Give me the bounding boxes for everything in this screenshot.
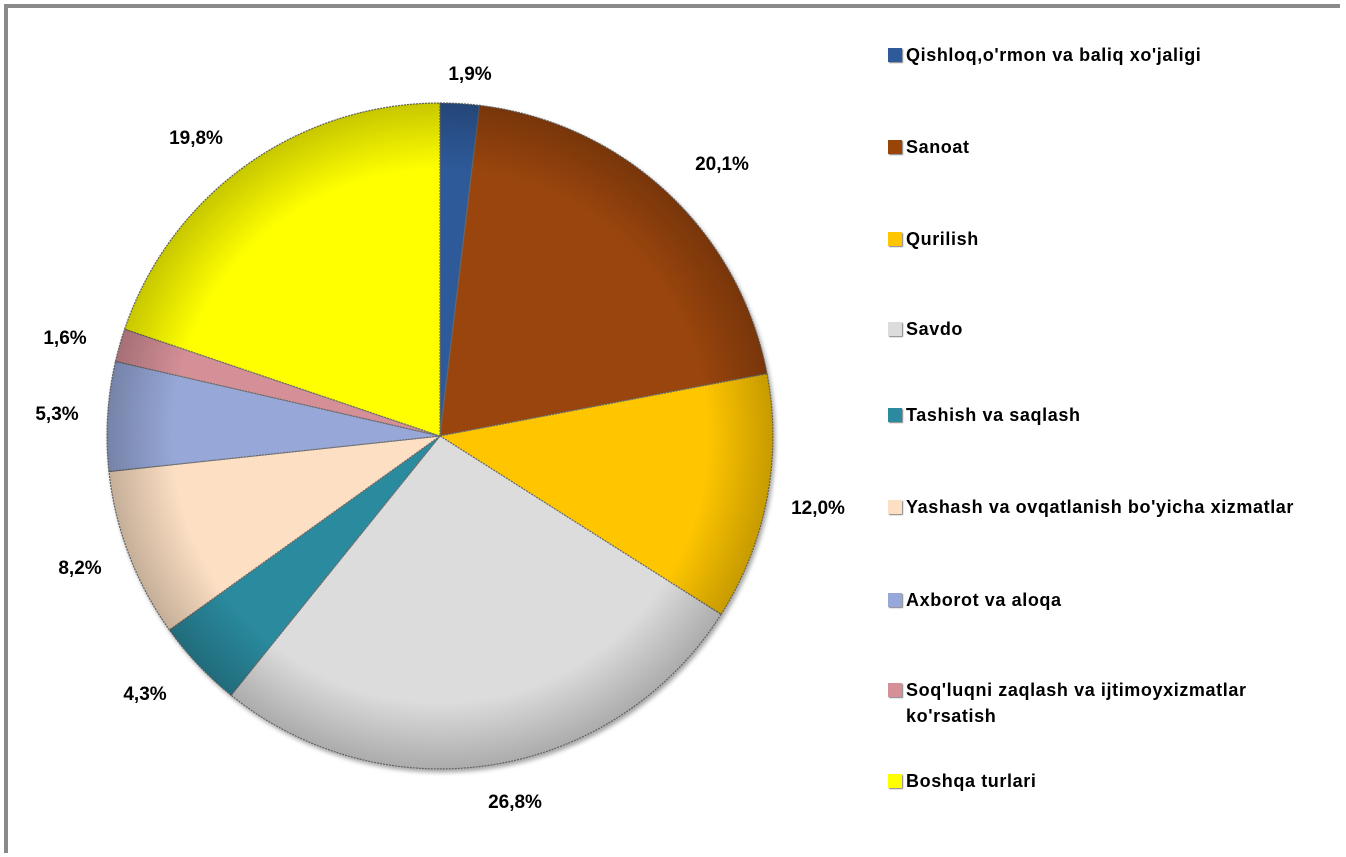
legend-label: Tashish va saqlash (906, 405, 1081, 425)
legend-label: Axborot va aloqa (906, 590, 1062, 610)
legend-item-boshqa-turlari: Boshqa turlari (888, 768, 1338, 794)
legend-item-savdo: Savdo (888, 316, 1338, 342)
legend-item-yashash-va-ovqatlanish-bo-yicha-xizmatlar: Yashash va ovqatlanish bo'yicha xizmatla… (888, 494, 1338, 520)
legend-swatch (888, 322, 902, 336)
legend-swatch (888, 500, 902, 514)
data-label-yashash-va-ovqatlanish-bo-yicha-xizmatlar: 8,2% (58, 558, 101, 579)
legend-label: Qurilish (906, 229, 979, 249)
data-label-savdo: 26,8% (488, 792, 542, 813)
legend-swatch (888, 48, 902, 62)
legend-label: Soq'luqni zaqlash va ijtimoyxizmatlar ko… (906, 680, 1247, 726)
data-label-tashish-va-saqlash: 4,3% (123, 684, 166, 705)
legend-label: Savdo (906, 319, 964, 339)
legend-label: Boshqa turlari (906, 771, 1037, 791)
legend-item-soq-luqni-zaqlash-va-ijtimoyxizmatlar-ko-rsatish: Soq'luqni zaqlash va ijtimoyxizmatlar ko… (888, 677, 1338, 729)
legend-item-axborot-va-aloqa: Axborot va aloqa (888, 587, 1338, 613)
legend-swatch (888, 408, 902, 422)
legend-swatch (888, 232, 902, 246)
data-label-qurilish: 12,0% (791, 498, 845, 519)
pie-data-labels: 1,9% 20,1% 12,0% 26,8% 4,3% 8,2% 5,3% 1,6% 19,8% (35, 64, 845, 813)
legend-item-qurilish: Qurilish (888, 226, 1338, 252)
data-label-qishloq-o-rmon-va-baliq-xo-jaligi: 1,9% (448, 64, 491, 85)
legend-label: Yashash va ovqatlanish bo'yicha xizmatla… (906, 497, 1295, 517)
legend-item-qishloq-o-rmon-va-baliq-xo-jaligi: Qishloq,o'rmon va baliq xo'jaligi (888, 42, 1338, 68)
legend-swatch (888, 683, 902, 697)
chart-legend: Qishloq,o'rmon va baliq xo'jaligi Sanoat Q… (888, 0, 1338, 857)
data-label-sanoat: 20,1% (695, 154, 749, 175)
legend-label: Sanoat (906, 137, 970, 157)
legend-item-tashish-va-saqlash: Tashish va saqlash (888, 402, 1338, 428)
data-label-axborot-va-aloqa: 5,3% (35, 404, 78, 425)
legend-label: Qishloq,o'rmon va baliq xo'jaligi (906, 45, 1202, 65)
data-label-boshqa-turlari: 19,8% (169, 128, 223, 149)
legend-swatch (888, 774, 902, 788)
legend-swatch (888, 593, 902, 607)
legend-swatch (888, 140, 902, 154)
data-label-soq-luqni-zaqlash-va-ijtimoyxizmatlar-ko-rsatish: 1,6% (43, 328, 86, 349)
pie-slices (106, 102, 774, 770)
legend-item-sanoat: Sanoat (888, 134, 1338, 160)
